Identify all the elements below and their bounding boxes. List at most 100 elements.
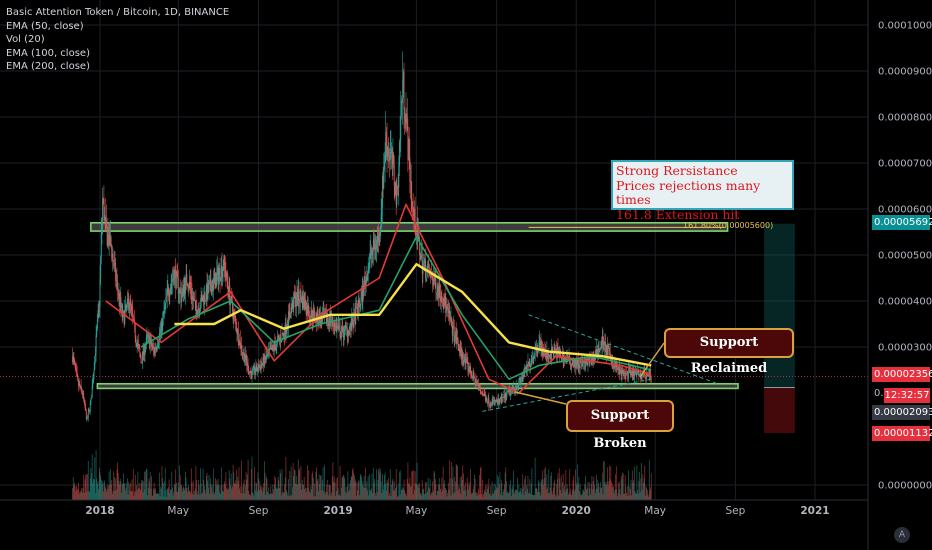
volume-bar [269,493,271,500]
candle-body [308,305,310,317]
candle-body [292,300,294,309]
candle-body [401,101,403,102]
volume-bar [591,475,593,500]
volume-bar [314,483,316,500]
candle-body [352,317,353,325]
candle-body [316,310,318,323]
volume-bar [359,474,361,500]
candle-body [614,360,616,366]
volume-bar [552,494,554,500]
candle-body [259,366,261,368]
price-tag-resistance: 0.00005692 [872,215,932,230]
volume-bar [314,496,316,500]
volume-bar [586,489,588,500]
volume-bar [464,485,466,500]
volume-bar [485,485,486,500]
candle-body [282,333,284,336]
candle-body [596,349,597,358]
legend-volume[interactable]: Vol (20) [6,34,45,45]
candle-body [204,293,206,301]
candle-body [200,306,201,311]
candle-body [635,371,637,374]
candle-body [416,223,418,236]
auto-scale-button[interactable]: A [894,527,910,543]
candle-body [136,343,138,347]
candle-body [295,302,297,307]
legend-ema-100[interactable]: EMA (100, close) [6,47,90,59]
volume-bar [245,471,247,500]
volume-bar [394,490,396,500]
candle-body [419,255,421,260]
candle-body [308,316,310,318]
volume-bar [530,483,532,500]
candle-body [179,289,181,294]
candle-body [282,332,284,336]
volume-bar [293,476,295,500]
volume-bar [562,473,564,500]
volume-bar [221,484,223,500]
candle-body [347,330,349,337]
candle-body [108,229,110,246]
candle-body [441,296,443,303]
volume-bar [404,494,406,500]
volume-bar [494,484,496,500]
volume-bar [355,495,357,500]
candle-body [112,253,114,262]
volume-bar [109,485,111,500]
candle-body [467,361,469,372]
volume-bar [279,488,280,500]
candle-body [503,394,505,397]
volume-bar [236,484,238,500]
volume-bar [275,477,276,500]
volume-bar [530,493,531,500]
candle-body [141,362,143,364]
volume-bar [238,467,240,500]
candle-body [440,296,442,302]
candle-body [526,365,528,372]
volume-bar [149,481,150,500]
legend-ema-50[interactable]: EMA (50, close) [6,20,84,32]
candle-body [303,295,305,308]
candle-body [516,385,518,390]
candle-body [597,344,599,356]
candle-body [249,371,251,374]
candle-body [588,358,590,360]
candle-body [366,273,368,277]
candle-body [139,348,141,354]
candle-body [637,370,639,373]
candle-body [395,182,396,196]
volume-bar [622,473,624,500]
volume-bar [375,495,377,500]
candle-body [126,298,128,305]
candle-body [164,303,166,307]
candle-body [137,343,139,345]
volume-bar [179,474,181,500]
volume-bar [500,479,502,500]
candle-body [507,390,509,392]
candle-body [462,352,464,361]
candle-body [318,323,319,324]
candle-body [542,347,544,356]
volume-bar [180,484,182,500]
support-broken-leader [514,391,567,405]
candle-body [474,377,475,379]
volume-bar [203,485,205,500]
volume-bar [302,484,304,500]
candle-body [229,285,231,306]
legend-ema-200[interactable]: EMA (200, close) [6,61,90,72]
candle-body [491,401,493,406]
volume-bar [573,476,575,500]
candle-body [445,306,447,313]
candle-body [99,278,101,307]
candle-body [465,358,467,364]
volume-bar [317,478,319,500]
volume-bar [646,487,648,500]
candle-body [151,339,152,347]
volume-bar [117,462,119,500]
volume-bar [431,492,433,500]
candle-body [75,367,77,369]
candle-body [410,180,412,199]
candle-body [539,340,541,342]
